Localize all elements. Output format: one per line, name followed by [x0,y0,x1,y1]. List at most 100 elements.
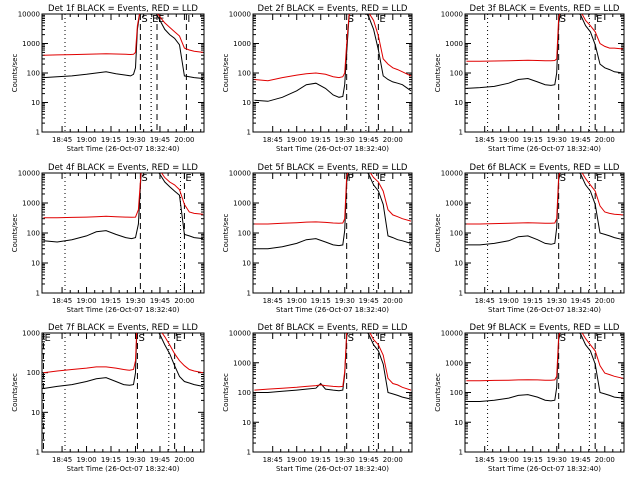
panel-title: Det 2f BLACK = Events, RED = LLD [258,4,408,14]
events-series-line [43,333,204,389]
y-axis-label: Counts/sec [11,54,19,93]
panel-det-7: Det 7f BLACK = Events, RED = LLD 1 10 100 10… [11,323,205,473]
y-tick-label: 10 [454,260,463,268]
panel-title: Det 8f BLACK = Events, RED = LLD [258,323,408,333]
panel-det-1: Det 1f BLACK = Events, RED = LLD 1 10 100 10… [11,4,205,153]
lld-series-line [43,333,204,374]
y-tick-label: 100 [238,230,251,238]
x-tick-label: 19:45 [571,456,591,464]
marker-label: E [152,14,158,25]
panel-title: Det 7f BLACK = Events, RED = LLD [48,323,198,333]
y-tick-label: 1 [247,290,251,298]
x-tick-label: 19:45 [150,297,170,305]
x-tick-label: 19:30 [125,456,145,464]
events-series-line [466,14,624,89]
y-tick-label: 100 [27,369,40,377]
y-tick-label: 1 [36,129,40,137]
y-tick-label: 10000 [441,11,463,19]
y-tick-label: 10 [242,99,251,107]
marker-label: S [141,14,147,25]
y-tick-label: 10 [31,260,40,268]
series-group [254,14,412,102]
series-group [466,333,624,402]
x-tick-label: 19:00 [499,297,519,305]
y-tick-label: 10 [454,99,463,107]
x-tick-label: 19:45 [359,136,379,144]
x-tick-label: 19:15 [523,136,543,144]
x-tick-label: 20:00 [174,456,194,464]
y-tick-label: 10000 [18,11,40,19]
x-axis-label: Start Time (26-Oct-07 18:32:40) [488,465,601,473]
y-tick-label: 100 [450,389,463,397]
y-tick-label: 1000 [233,200,251,208]
series-group [466,173,624,246]
y-tick-label: 10 [242,419,251,427]
y-tick-label: 1000 [445,200,463,208]
plot-frame [464,13,625,133]
marker-label: S [560,333,566,344]
y-tick-label: 100 [450,230,463,238]
x-tick-label: 19:00 [287,297,307,305]
y-tick-label: 10000 [229,11,251,19]
x-tick-label: 19:15 [523,456,543,464]
x-tick-label: 20:00 [595,297,615,305]
x-tick-label: 20:00 [174,297,194,305]
x-tick-label: 18:45 [475,136,495,144]
x-axis-label: Start Time (26-Oct-07 18:32:40) [488,145,601,153]
y-axis-label: Counts/sec [11,214,19,253]
events-series-line [254,173,412,250]
events-series-line [466,173,624,246]
x-tick-label: 18:45 [263,297,283,305]
marker-label: E [379,173,385,184]
y-tick-label: 1000 [445,359,463,367]
y-tick-label: 1000 [22,200,40,208]
y-tick-label: 100 [238,389,251,397]
marker-label: E [185,173,191,184]
x-tick-label: 20:00 [383,136,403,144]
y-tick-label: 1 [36,290,40,298]
x-tick-label: 20:00 [174,136,194,144]
panel-det-3: Det 3f BLACK = Events, RED = LLD 1 10 100 10… [434,4,625,153]
y-axis-label: Counts/sec [222,373,230,412]
y-tick-label: 10000 [229,170,251,178]
y-axis-label: Counts/sec [222,214,230,253]
x-axis-label: Start Time (26-Oct-07 18:32:40) [67,306,180,314]
x-tick-label: 19:15 [311,136,331,144]
x-tick-label: 19:00 [76,297,96,305]
plot-frame [252,172,413,294]
x-tick-label: 19:30 [547,456,567,464]
x-tick-label: 19:45 [571,136,591,144]
y-tick-label: 10 [454,419,463,427]
x-tick-label: 19:15 [523,297,543,305]
lld-series-line [43,173,204,219]
x-tick-label: 19:00 [287,136,307,144]
panel-det-9: Det 9f BLACK = Events, RED = LLD 1 10 100 10… [434,323,625,473]
x-tick-label: 19:45 [571,297,591,305]
events-series-line [466,333,624,402]
x-axis-label: Start Time (26-Oct-07 18:32:40) [276,465,389,473]
panel-title: Det 3f BLACK = Events, RED = LLD [470,4,620,14]
y-tick-label: 10000 [441,330,463,338]
series-group [466,14,624,89]
y-axis-label: Counts/sec [11,373,19,412]
series-group [43,14,204,79]
x-axis-label: Start Time (26-Oct-07 18:32:40) [67,145,180,153]
x-tick-label: 20:00 [595,136,615,144]
x-tick-label: 18:45 [263,136,283,144]
y-tick-label: 10000 [229,330,251,338]
x-axis-label: Start Time (26-Oct-07 18:32:40) [276,145,389,153]
y-tick-label: 1 [36,449,40,457]
y-tick-label: 10 [242,260,251,268]
panel-det-6: Det 6f BLACK = Events, RED = LLD 1 10 100 10… [434,163,625,314]
lld-series-line [466,14,624,62]
x-tick-label: 18:45 [52,456,72,464]
x-tick-label: 19:15 [101,136,121,144]
events-series-line [254,14,412,102]
panel-title: Det 1f BLACK = Events, RED = LLD [48,4,198,14]
y-tick-label: 1000 [445,40,463,48]
x-tick-label: 19:30 [335,297,355,305]
marker-label: E [596,333,602,344]
y-tick-label: 10 [31,99,40,107]
panel-title: Det 9f BLACK = Events, RED = LLD [470,323,620,333]
x-axis-label: Start Time (26-Oct-07 18:32:40) [67,465,180,473]
